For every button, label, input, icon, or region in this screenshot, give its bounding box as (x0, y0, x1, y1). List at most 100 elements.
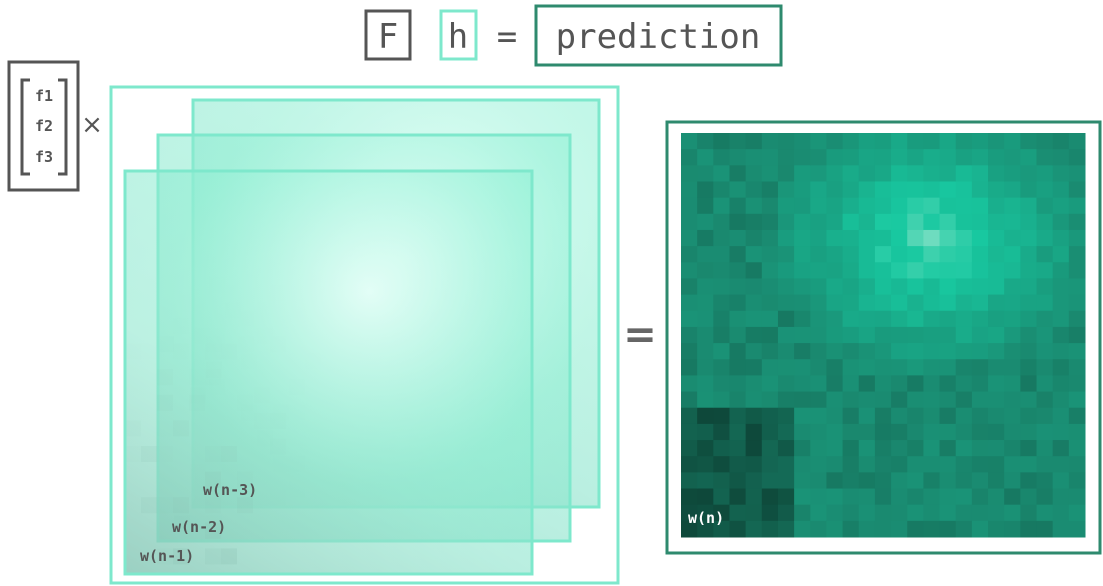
output-pixel (956, 165, 973, 182)
output-pixel (810, 133, 827, 150)
output-pixel (972, 472, 989, 489)
output-pixel (891, 181, 908, 198)
output-pixel (762, 311, 779, 328)
output-pixel (1069, 359, 1086, 376)
output-pixel (1053, 521, 1070, 538)
output-pixel (1004, 295, 1021, 312)
output-pixel (778, 311, 795, 328)
output-pixel (713, 133, 730, 150)
output-pixel (972, 165, 989, 182)
output-pixel (1037, 133, 1054, 150)
output-pixel (1069, 521, 1086, 538)
output-pixel (988, 295, 1005, 312)
output-pixel (843, 327, 860, 344)
output-pixel (843, 489, 860, 506)
output-pixel (794, 489, 811, 506)
output-pixel (907, 505, 924, 522)
output-pixel (746, 230, 763, 247)
output-pixel (746, 327, 763, 344)
output-pixel (746, 424, 763, 441)
output-pixel (859, 295, 876, 312)
output-pixel (826, 440, 843, 457)
output-pixel (729, 505, 746, 522)
output-pixel (810, 246, 827, 263)
output-pixel (1053, 392, 1070, 409)
output-pixel (794, 165, 811, 182)
output-pixel (681, 472, 698, 489)
output-pixel (875, 246, 892, 263)
output-pixel (713, 359, 730, 376)
output-pixel (697, 181, 714, 198)
output-pixel (681, 489, 698, 506)
output-pixel (778, 392, 795, 409)
output-pixel (729, 489, 746, 506)
output-pixel (1004, 230, 1021, 247)
output-pixel (1020, 359, 1037, 376)
output-pixel (826, 165, 843, 182)
output-pixel (923, 246, 940, 263)
output-pixel (729, 198, 746, 215)
output-pixel (762, 214, 779, 231)
output-pixel (907, 262, 924, 279)
output-pixel (778, 262, 795, 279)
output-pixel (956, 198, 973, 215)
output-pixel (762, 278, 779, 295)
output-pixel (826, 392, 843, 409)
output-pixel (923, 424, 940, 441)
output-pixel (923, 327, 940, 344)
output-pixel (1037, 521, 1054, 538)
output-pixel (1020, 246, 1037, 263)
output-pixel (810, 214, 827, 231)
times-sign: × (81, 110, 103, 140)
output-pixel (762, 262, 779, 279)
output-pixel (843, 359, 860, 376)
output-pixel (891, 165, 908, 182)
output-pixel (1004, 311, 1021, 328)
output-pixel (810, 230, 827, 247)
output-pixel (778, 181, 795, 198)
output-pixel (956, 359, 973, 376)
output-pixel (907, 295, 924, 312)
output-pixel (1037, 262, 1054, 279)
output-pixel (826, 262, 843, 279)
output-pixel (923, 472, 940, 489)
output-pixel (859, 278, 876, 295)
output-pixel (794, 149, 811, 166)
output-pixel (826, 424, 843, 441)
output-pixel (1069, 246, 1086, 263)
output-pixel (891, 472, 908, 489)
output-pixel (907, 392, 924, 409)
output-pixel (891, 343, 908, 360)
output-pixel (762, 440, 779, 457)
output-pixel (988, 278, 1005, 295)
output-pixel (729, 359, 746, 376)
output-pixel (988, 198, 1005, 215)
output-pixel (681, 456, 698, 473)
output-pixel (1037, 359, 1054, 376)
output-pixel (746, 408, 763, 425)
output-pixel (843, 408, 860, 425)
output-pixel (859, 230, 876, 247)
output-pixel (810, 311, 827, 328)
output-pixel (810, 424, 827, 441)
output-pixel (1053, 359, 1070, 376)
output-pixel (1053, 198, 1070, 215)
output-pixel (762, 327, 779, 344)
output-pixel (1069, 327, 1086, 344)
vector-entry: f2 (35, 117, 53, 135)
output-pixel (859, 424, 876, 441)
output-pixel (1069, 424, 1086, 441)
output-pixel (746, 133, 763, 150)
output-pixel (859, 311, 876, 328)
output-pixel (956, 262, 973, 279)
output-pixel (1037, 472, 1054, 489)
output-pixel (940, 327, 957, 344)
output-pixel (923, 149, 940, 166)
output-pixel (972, 278, 989, 295)
output-pixel (729, 214, 746, 231)
output-pixel (713, 392, 730, 409)
output-pixel (843, 149, 860, 166)
output-pixel (762, 181, 779, 198)
output-pixel (1037, 343, 1054, 360)
output-pixel (778, 424, 795, 441)
